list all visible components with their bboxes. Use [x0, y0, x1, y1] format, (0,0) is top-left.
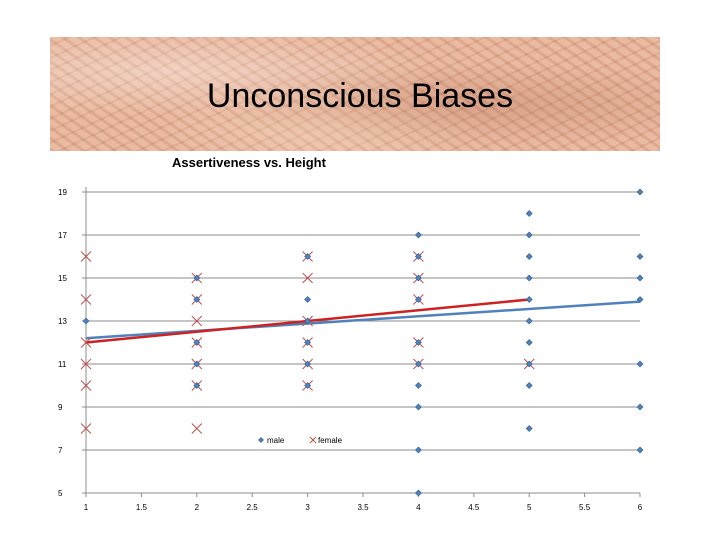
x-tick-label: 6: [638, 503, 643, 512]
data-point-male: [304, 253, 312, 260]
x-tick-label: 2: [195, 503, 200, 512]
x-stroke: [80, 337, 92, 348]
data-point-male: [193, 274, 201, 282]
chart-title: Assertiveness vs. Height: [172, 155, 327, 170]
x-tick-label: 4: [416, 503, 421, 512]
y-tick-label: 9: [58, 403, 63, 412]
data-point-female: [80, 380, 92, 391]
y-tick-label: 15: [58, 274, 67, 283]
data-point-female: [80, 251, 92, 262]
data-point-female: [80, 337, 92, 348]
data-point-male: [414, 446, 422, 454]
x-tick-label: 1: [84, 503, 89, 512]
axes: [82, 187, 641, 497]
data-point-male: [193, 296, 201, 303]
x-tick-label: 5: [527, 503, 532, 512]
data-point-male: [414, 382, 422, 389]
data-point-male: [304, 296, 312, 303]
data-point-female: [80, 294, 92, 305]
data-point-male: [525, 274, 533, 282]
data-point-male: [304, 360, 312, 368]
data-point-female: [80, 423, 92, 434]
data-point-male: [525, 339, 533, 346]
data-point-male: [636, 188, 644, 196]
data-point-male: [414, 274, 422, 282]
x-stroke: [80, 358, 92, 370]
x-tick-label: 5.5: [579, 503, 591, 512]
data-point-male: [304, 382, 312, 389]
data-points: [80, 188, 644, 497]
data-point-male: [636, 403, 644, 411]
data-point-male: [82, 317, 90, 325]
data-point-male: [304, 339, 312, 346]
y-tick-label: 13: [58, 317, 67, 326]
data-point-male: [414, 360, 422, 368]
x-tick-label: 4.5: [468, 503, 480, 512]
data-point-male: [193, 339, 201, 346]
data-point-male: [304, 317, 312, 325]
y-tick-label: 7: [58, 446, 63, 455]
data-point-male: [525, 425, 533, 432]
x-stroke: [302, 272, 313, 284]
data-point-male: [636, 296, 644, 303]
data-point-male: [525, 360, 533, 368]
data-point-male: [193, 360, 201, 368]
data-point-female: [191, 423, 203, 434]
data-point-male: [414, 339, 422, 346]
y-tick-label: 19: [58, 188, 67, 197]
legend-label-female: female: [318, 436, 343, 445]
x-stroke: [80, 380, 92, 391]
gridlines: [86, 191, 640, 451]
data-point-female: [191, 315, 203, 327]
data-point-female: [80, 358, 92, 370]
x-tick-label: 2.5: [247, 503, 259, 512]
title-banner: [50, 37, 660, 151]
y-tick-label: 11: [58, 360, 67, 369]
data-point-male: [414, 253, 422, 260]
data-point-female: [302, 272, 313, 284]
data-point-male: [525, 296, 533, 303]
data-point-male: [636, 446, 644, 454]
y-tick-label: 5: [58, 489, 63, 498]
data-point-male: [414, 489, 422, 497]
legend: male female: [258, 436, 343, 445]
x-stroke: [80, 423, 92, 434]
data-point-male: [636, 253, 644, 260]
scatter-chart: Assertiveness vs. Height 5 7 9 11 13 15 17 19 1 1…: [58, 155, 644, 512]
legend-marker-female: [309, 436, 317, 444]
data-point-male: [414, 403, 422, 411]
x-stroke: [80, 251, 92, 262]
data-point-male: [636, 274, 644, 282]
trendline-male: [85, 300, 641, 340]
x-stroke: [309, 436, 317, 444]
data-point-male: [193, 382, 201, 389]
x-tick-label: 3.5: [357, 503, 369, 512]
legend-marker-male: [258, 437, 264, 443]
slide-title: Unconscious Biases: [206, 77, 514, 115]
data-point-male: [414, 231, 422, 239]
data-point-male: [525, 210, 533, 217]
tick-labels: 5 7 9 11 13 15 17 19 1 1.5 2 2.5 3 3.5 4 4.5 5 5.5 6: [58, 188, 643, 512]
y-tick-label: 17: [58, 231, 67, 240]
data-point-male: [525, 317, 533, 325]
x-stroke: [80, 294, 92, 305]
data-point-male: [525, 253, 533, 260]
x-stroke: [191, 315, 203, 327]
data-point-male: [525, 382, 533, 389]
data-point-male: [525, 231, 533, 239]
legend-label-male: male: [267, 436, 285, 445]
data-point-male: [636, 360, 644, 368]
x-stroke: [191, 423, 203, 434]
x-tick-label: 1.5: [136, 503, 148, 512]
x-tick-label: 3: [305, 503, 310, 512]
data-point-male: [414, 296, 422, 303]
